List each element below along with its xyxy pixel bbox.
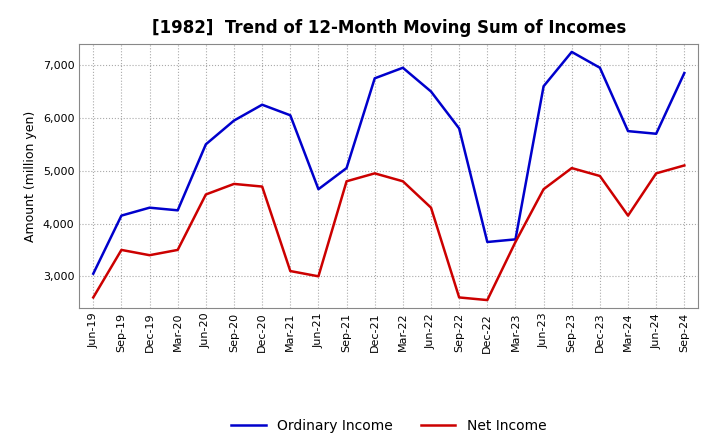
Title: [1982]  Trend of 12-Month Moving Sum of Incomes: [1982] Trend of 12-Month Moving Sum of I… — [152, 19, 626, 37]
Net Income — [230, 181, 238, 187]
Ordinary Income — [89, 271, 98, 276]
Ordinary Income — [595, 65, 604, 70]
Net Income — [202, 192, 210, 197]
Line: Ordinary Income: Ordinary Income — [94, 52, 684, 274]
Ordinary Income — [230, 118, 238, 123]
Legend: Ordinary Income, Net Income: Ordinary Income, Net Income — [226, 413, 552, 438]
Net Income — [455, 295, 464, 300]
Net Income — [286, 268, 294, 274]
Net Income — [399, 179, 408, 184]
Ordinary Income — [258, 102, 266, 107]
Ordinary Income — [567, 49, 576, 55]
Ordinary Income — [652, 131, 660, 136]
Net Income — [539, 187, 548, 192]
Net Income — [314, 274, 323, 279]
Ordinary Income — [117, 213, 126, 218]
Ordinary Income — [286, 113, 294, 118]
Net Income — [427, 205, 436, 210]
Ordinary Income — [624, 128, 632, 134]
Ordinary Income — [202, 142, 210, 147]
Net Income — [145, 253, 154, 258]
Ordinary Income — [427, 89, 436, 94]
Ordinary Income — [455, 126, 464, 131]
Ordinary Income — [483, 239, 492, 245]
Ordinary Income — [342, 165, 351, 171]
Net Income — [89, 295, 98, 300]
Line: Net Income: Net Income — [94, 165, 684, 300]
Net Income — [595, 173, 604, 179]
Ordinary Income — [539, 84, 548, 89]
Ordinary Income — [314, 187, 323, 192]
Net Income — [258, 184, 266, 189]
Net Income — [511, 239, 520, 245]
Ordinary Income — [370, 76, 379, 81]
Net Income — [624, 213, 632, 218]
Net Income — [370, 171, 379, 176]
Ordinary Income — [680, 70, 688, 76]
Ordinary Income — [145, 205, 154, 210]
Net Income — [567, 165, 576, 171]
Ordinary Income — [511, 237, 520, 242]
Net Income — [652, 171, 660, 176]
Y-axis label: Amount (million yen): Amount (million yen) — [24, 110, 37, 242]
Net Income — [483, 297, 492, 303]
Net Income — [680, 163, 688, 168]
Ordinary Income — [399, 65, 408, 70]
Net Income — [117, 247, 126, 253]
Ordinary Income — [174, 208, 182, 213]
Net Income — [342, 179, 351, 184]
Net Income — [174, 247, 182, 253]
